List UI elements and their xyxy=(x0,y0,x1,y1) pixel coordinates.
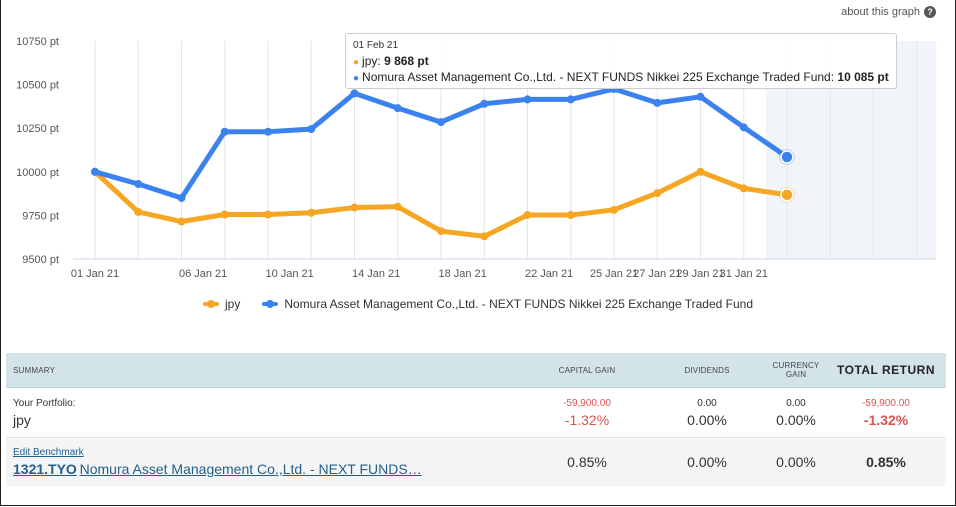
benchmark-currency-gain-pct: 0.00% xyxy=(776,454,816,470)
data-point xyxy=(739,184,748,193)
portfolio-dividends-amount: 0.00 xyxy=(697,397,717,409)
portfolio-capital-gain-pct: -1.32% xyxy=(564,411,610,428)
data-point xyxy=(437,118,445,127)
portfolio-name: jpy xyxy=(13,411,31,428)
y-tick-label: 10500 pt xyxy=(16,80,59,92)
tooltip-series-value: 9 868 pt xyxy=(384,54,429,68)
dividends-header: DIVIDENDS xyxy=(684,365,730,375)
chart-tooltip: 01 Feb 21 ● jpy: 9 868 pt ● Nomura Asset M… xyxy=(345,33,897,89)
data-point xyxy=(264,210,272,219)
x-tick-label: 25 Jan 21 xyxy=(590,268,638,280)
tooltip-dot-icon: ● xyxy=(353,57,360,68)
currency-gain-header: CURRENCY GAIN xyxy=(772,361,820,379)
data-point-active xyxy=(780,150,794,164)
tooltip-row-jpy: ● jpy: 9 868 pt xyxy=(353,54,429,68)
data-point xyxy=(696,92,705,101)
tooltip-date: 01 Feb 21 xyxy=(353,40,399,51)
help-icon: ? xyxy=(924,6,936,18)
data-point-active xyxy=(780,188,794,202)
capital-gain-header: CAPITAL GAIN xyxy=(558,365,616,375)
data-point xyxy=(393,202,402,211)
tooltip-dot-icon: ● xyxy=(353,73,360,84)
data-point xyxy=(350,89,359,98)
x-tick-label: 31 Jan 21 xyxy=(720,268,768,280)
portfolio-capital-gain-amount: -59,900.00 xyxy=(563,397,611,409)
legend-item-nomura[interactable]: Nomura Asset Management Co.,Ltd. - NEXT … xyxy=(262,297,753,311)
legend-item-jpy[interactable]: jpy xyxy=(202,297,241,311)
data-point xyxy=(307,125,316,134)
benchmark-ticker-link[interactable]: 1321.TYO xyxy=(13,461,77,477)
x-tick-label: 06 Jan 21 xyxy=(179,268,227,280)
portfolio-dividends-pct: 0.00% xyxy=(687,411,727,428)
summary-header: SUMMARY xyxy=(13,365,56,375)
data-point xyxy=(177,217,186,226)
x-tick-label: 01 Jan 21 xyxy=(71,268,119,280)
data-point xyxy=(696,167,705,176)
data-point xyxy=(134,207,143,216)
y-tick-label: 10750 pt xyxy=(16,36,59,48)
benchmark-total-pct: 0.85% xyxy=(866,454,906,470)
data-point xyxy=(523,211,532,220)
x-tick-label: 14 Jan 21 xyxy=(352,268,400,280)
about-graph-link[interactable]: about this graph ? xyxy=(841,6,936,18)
x-tick-label: 29 Jan 21 xyxy=(676,268,724,280)
data-point xyxy=(480,232,489,241)
data-point xyxy=(134,180,143,189)
about-graph-label: about this graph xyxy=(841,6,920,18)
x-tick-label: 18 Jan 21 xyxy=(438,268,486,280)
legend-line-icon xyxy=(202,299,219,309)
y-tick-label: 9750 pt xyxy=(22,210,59,222)
data-point xyxy=(307,208,316,217)
legend-label: jpy xyxy=(224,297,241,311)
y-tick-label: 10000 pt xyxy=(16,167,59,179)
data-point xyxy=(177,193,186,202)
data-point xyxy=(437,227,445,236)
benchmark-name-link[interactable]: Nomura Asset Management Co.,Ltd. - NEXT … xyxy=(79,461,422,477)
tooltip-series-name: Nomura Asset Management Co.,Ltd. - NEXT … xyxy=(362,70,831,84)
data-point xyxy=(91,167,99,176)
tooltip-series-name: jpy xyxy=(362,54,378,68)
y-tick-label: 10250 pt xyxy=(16,123,59,135)
edit-benchmark-link[interactable]: Edit Benchmark xyxy=(13,447,84,458)
portfolio-row: Your Portfolio: jpy -59,900.00 -1.32% 0.… xyxy=(6,388,946,438)
portfolio-total-amount: -59,900.00 xyxy=(862,397,910,409)
data-point xyxy=(480,99,489,108)
data-point xyxy=(653,189,662,198)
data-point xyxy=(220,127,229,136)
summary-header-row: SUMMARY CAPITAL GAIN DIVIDENDS CURRENCY … xyxy=(6,353,946,388)
tooltip-series-value: 10 085 pt xyxy=(837,70,889,84)
portfolio-currency-gain-pct: 0.00% xyxy=(776,411,816,428)
total-return-header: TOTAL RETURN xyxy=(837,363,935,377)
portfolio-label: Your Portfolio: xyxy=(13,397,76,409)
y-tick-label: 9500 pt xyxy=(22,254,59,266)
data-point xyxy=(566,95,575,104)
data-point xyxy=(653,98,662,107)
data-point xyxy=(610,205,618,214)
data-point xyxy=(393,104,402,113)
data-point xyxy=(264,127,272,136)
benchmark-capital-gain-pct: 0.85% xyxy=(567,454,607,470)
data-point xyxy=(350,203,359,212)
x-tick-label: 10 Jan 21 xyxy=(265,268,313,280)
benchmark-dividends-pct: 0.00% xyxy=(687,454,727,470)
data-point xyxy=(566,211,575,220)
summary-table: SUMMARY CAPITAL GAIN DIVIDENDS CURRENCY … xyxy=(6,353,946,486)
data-point xyxy=(523,95,532,104)
chart-legend: jpy Nomura Asset Management Co.,Ltd. - N… xyxy=(0,297,956,311)
portfolio-currency-gain-amount: 0.00 xyxy=(786,397,806,409)
legend-line-icon xyxy=(262,299,279,309)
data-point xyxy=(739,123,748,132)
data-point xyxy=(220,210,229,219)
x-tick-label: 22 Jan 21 xyxy=(525,268,573,280)
x-tick-label: 27 Jan 21 xyxy=(633,268,681,280)
tooltip-row-nomura: ● Nomura Asset Management Co.,Ltd. - NEXT… xyxy=(353,70,889,84)
benchmark-row: Edit Benchmark 1321.TYO Nomura Asset Man… xyxy=(6,438,946,486)
legend-label: Nomura Asset Management Co.,Ltd. - NEXT … xyxy=(284,297,753,311)
portfolio-total-pct: -1.32% xyxy=(863,411,909,428)
